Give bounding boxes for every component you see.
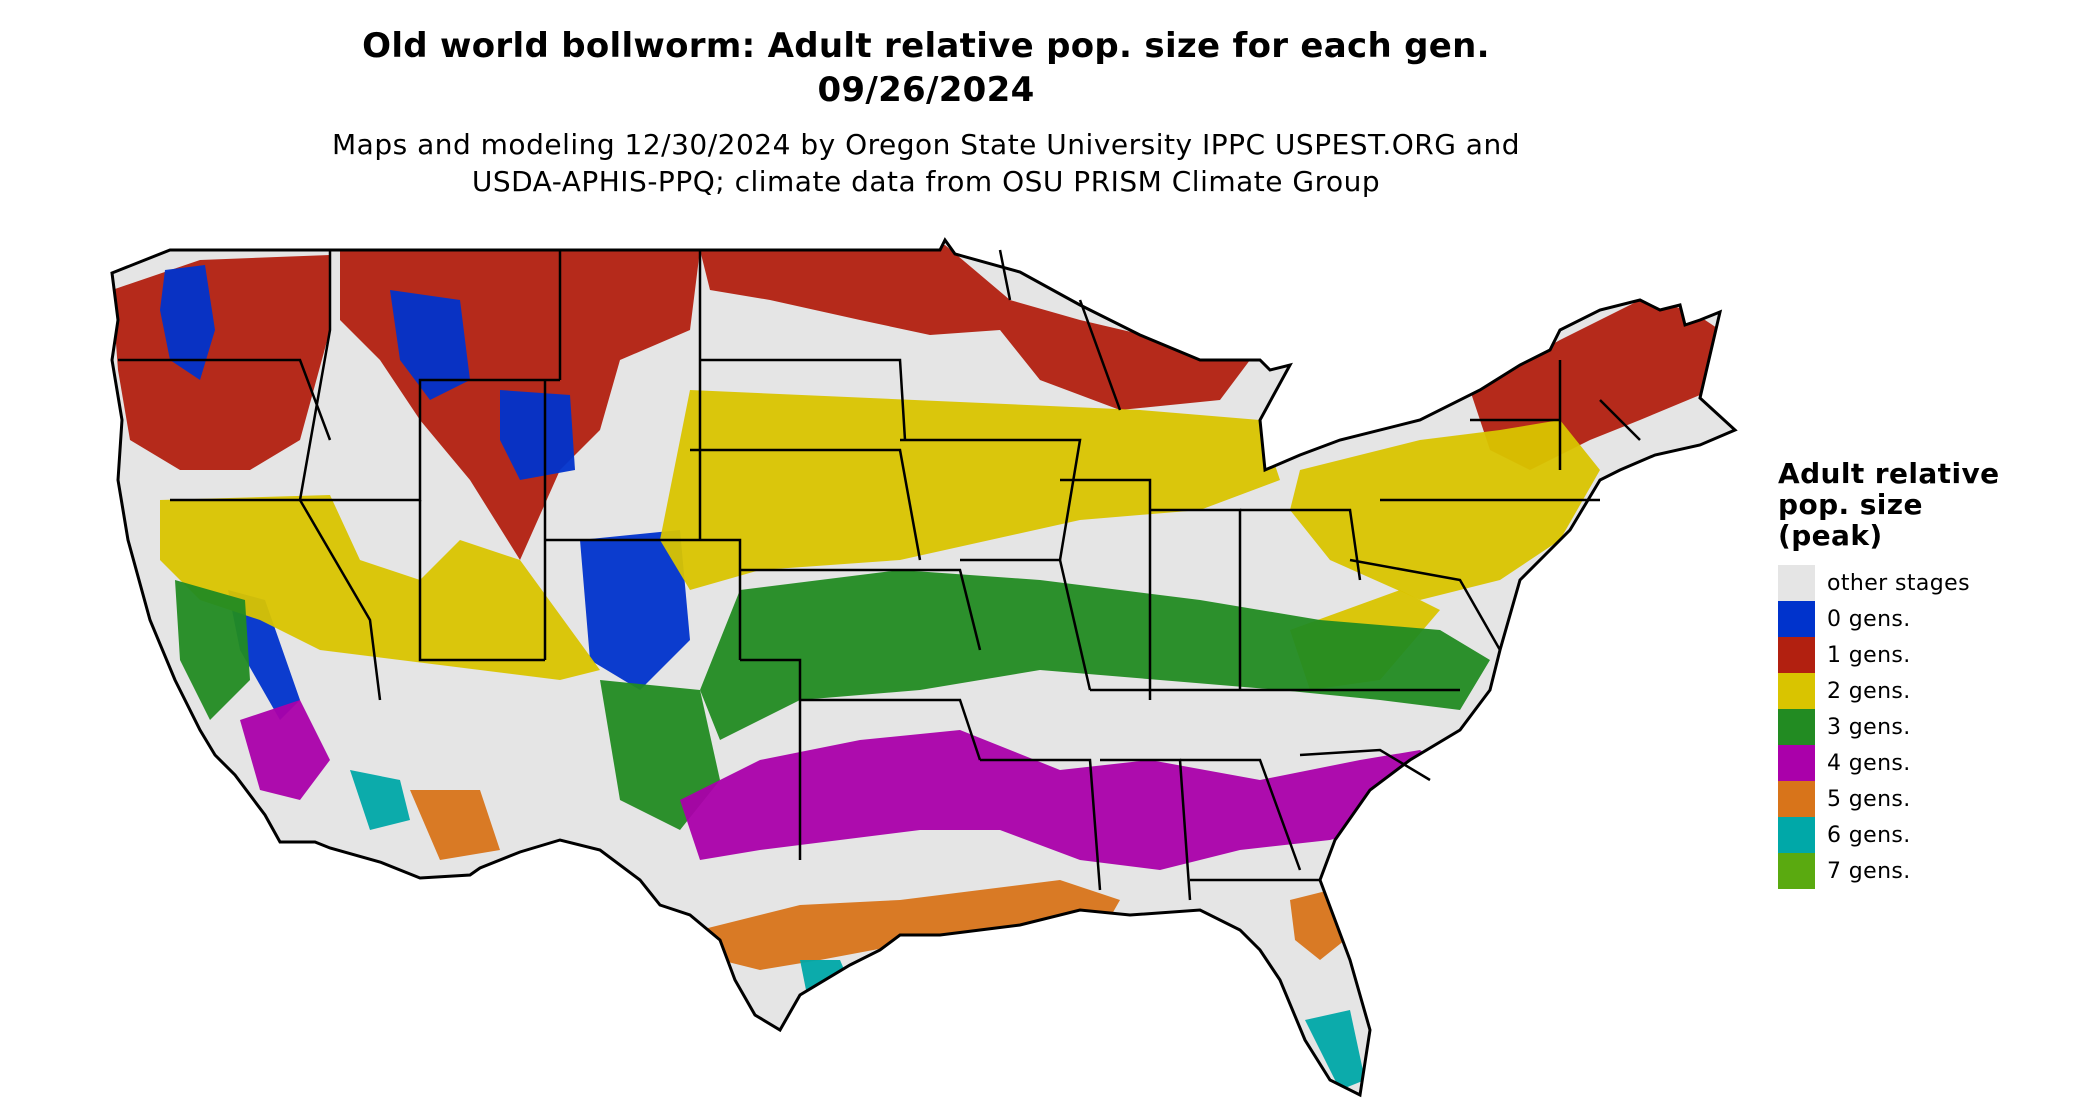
state-border bbox=[545, 538, 742, 660]
state-border bbox=[1060, 478, 1152, 700]
state-border bbox=[800, 698, 982, 761]
state-border bbox=[980, 758, 1102, 891]
state-border bbox=[298, 499, 382, 701]
legend-swatch bbox=[1778, 601, 1815, 637]
legend-swatch bbox=[1778, 637, 1815, 673]
state-border bbox=[1299, 748, 1431, 782]
state-border bbox=[118, 358, 332, 441]
legend-title-line2: pop. size bbox=[1778, 488, 1923, 521]
legend-swatch bbox=[1778, 709, 1815, 745]
zone-2-gens-plains bbox=[660, 390, 1280, 590]
legend-label: 5 gens. bbox=[1827, 786, 1911, 812]
legend-title-line3: (peak) bbox=[1778, 519, 1883, 552]
legend-label: other stages bbox=[1827, 570, 1970, 596]
state-border bbox=[690, 448, 922, 561]
state-border bbox=[1078, 299, 1122, 411]
legend-items: other stages 0 gens. 1 gens. 2 gens. 3 g… bbox=[1778, 565, 2000, 889]
zone-5-gens-arizona bbox=[410, 790, 500, 860]
state-border bbox=[170, 378, 560, 502]
legend-swatch bbox=[1778, 853, 1815, 889]
zone-0-gens-colorado bbox=[580, 530, 690, 690]
legend: Adult relative pop. size (peak) other st… bbox=[1778, 458, 2000, 889]
state-border bbox=[960, 558, 1092, 691]
legend-label: 7 gens. bbox=[1827, 858, 1911, 884]
zone-6-gens-desert bbox=[350, 770, 410, 830]
legend-item-7-gens: 7 gens. bbox=[1778, 853, 2000, 889]
state-border bbox=[740, 658, 802, 860]
legend-swatch bbox=[1778, 781, 1815, 817]
state-border bbox=[1349, 558, 1502, 651]
map-date: 09/26/2024 bbox=[817, 70, 1035, 110]
legend-item-1-gens: 1 gens. bbox=[1778, 637, 2000, 673]
zone-6-gens-florida-tip bbox=[1305, 1010, 1365, 1090]
legend-label: 6 gens. bbox=[1827, 822, 1911, 848]
zone-3-gens-band bbox=[700, 570, 1490, 740]
zone-4-gens-southwest bbox=[240, 700, 330, 800]
legend-item-6-gens: 6 gens. bbox=[1778, 817, 2000, 853]
legend-item-5-gens: 5 gens. bbox=[1778, 781, 2000, 817]
legend-item-3-gens: 3 gens. bbox=[1778, 709, 2000, 745]
zone-0-gens-cascades bbox=[160, 265, 215, 380]
legend-item-0-gens: 0 gens. bbox=[1778, 601, 2000, 637]
legend-item-2-gens: 2 gens. bbox=[1778, 673, 2000, 709]
state-border bbox=[298, 250, 332, 501]
zone-4-gens-band bbox=[680, 730, 1450, 870]
zone-1-gens-great-lakes bbox=[700, 245, 1250, 410]
map-title: Old world bollworm: Adult relative pop. … bbox=[362, 26, 1490, 66]
legend-swatch bbox=[1778, 817, 1815, 853]
state-border bbox=[740, 568, 982, 651]
legend-title: Adult relative pop. size (peak) bbox=[1778, 458, 2000, 551]
zone-3-gens-new-mexico bbox=[600, 680, 720, 830]
legend-label: 2 gens. bbox=[1827, 678, 1911, 704]
zone-5-gens-gulf bbox=[700, 880, 1120, 970]
legend-title-line1: Adult relative bbox=[1778, 457, 2000, 490]
legend-item-other-stages: other stages bbox=[1778, 565, 2000, 601]
legend-swatch bbox=[1778, 673, 1815, 709]
state-border bbox=[1240, 508, 1362, 581]
map-subtitle-line1: Maps and modeling 12/30/2024 by Oregon S… bbox=[332, 128, 1520, 161]
legend-label: 1 gens. bbox=[1827, 642, 1911, 668]
state-border bbox=[418, 500, 545, 662]
legend-swatch bbox=[1778, 745, 1815, 781]
zone-0-gens-wyoming bbox=[500, 390, 575, 480]
state-border bbox=[1180, 758, 1302, 871]
zone-3-gens-california bbox=[175, 580, 250, 720]
legend-label: 3 gens. bbox=[1827, 714, 1911, 740]
legend-item-4-gens: 4 gens. bbox=[1778, 745, 2000, 781]
legend-swatch bbox=[1778, 565, 1815, 601]
state-border bbox=[900, 438, 1082, 561]
zone-7-gens-florida-keys bbox=[1300, 1098, 1322, 1108]
legend-label: 4 gens. bbox=[1827, 750, 1911, 776]
state-border bbox=[998, 249, 1012, 301]
map-subtitle-line2: USDA-APHIS-PPQ; climate data from OSU PR… bbox=[471, 165, 1381, 198]
state-border bbox=[700, 358, 907, 441]
zone-0-gens-idaho bbox=[390, 290, 470, 400]
zone-1-gens-pacific-nw bbox=[112, 255, 330, 470]
legend-label: 0 gens. bbox=[1827, 606, 1911, 632]
zone-2-gens-great-basin bbox=[160, 495, 600, 680]
zone-2-gens-ohio-ne bbox=[1290, 420, 1600, 600]
state-border bbox=[1599, 399, 1641, 441]
